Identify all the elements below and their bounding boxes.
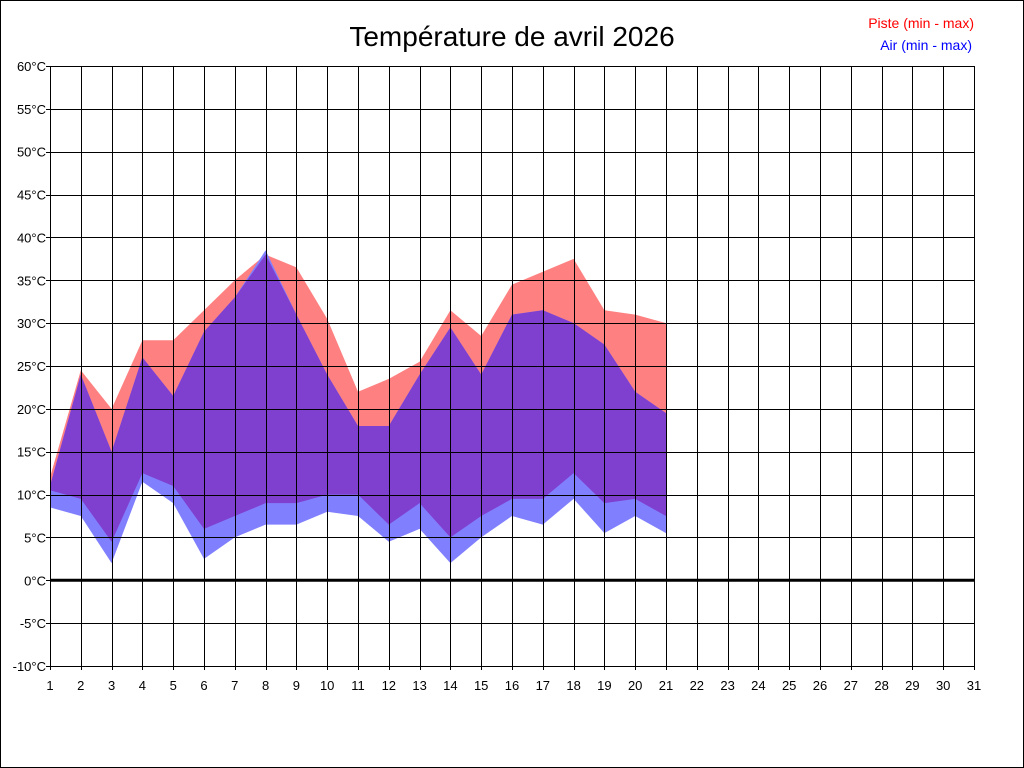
y-tick-label-9: 20°C <box>17 402 46 417</box>
x-tick-label-31: 31 <box>967 678 981 693</box>
y-tick-label-13: 0°C <box>24 573 46 588</box>
chart-title: Température de avril 2026 <box>349 21 674 52</box>
y-tick-label-8: 25°C <box>17 359 46 374</box>
x-tick-label-5: 5 <box>170 678 177 693</box>
x-tick-label-9: 9 <box>293 678 300 693</box>
x-tick-label-18: 18 <box>566 678 580 693</box>
x-tick-label-12: 12 <box>382 678 396 693</box>
y-tick-label-10: 15°C <box>17 445 46 460</box>
x-tick-label-20: 20 <box>628 678 642 693</box>
x-tick-label-4: 4 <box>139 678 146 693</box>
x-tick-label-22: 22 <box>690 678 704 693</box>
x-tick-label-7: 7 <box>231 678 238 693</box>
grid-layer <box>50 66 975 667</box>
x-tick-label-2: 2 <box>77 678 84 693</box>
x-tick-label-19: 19 <box>597 678 611 693</box>
x-tick-label-14: 14 <box>443 678 457 693</box>
y-tick-label-12: 5°C <box>24 530 46 545</box>
x-tick-label-17: 17 <box>536 678 550 693</box>
y-tick-label-15: -10°C <box>13 659 46 674</box>
x-tick-label-25: 25 <box>782 678 796 693</box>
x-tick-label-23: 23 <box>720 678 734 693</box>
x-tick-label-27: 27 <box>844 678 858 693</box>
y-tick-label-6: 35°C <box>17 273 46 288</box>
x-tick-label-10: 10 <box>320 678 334 693</box>
x-tick-label-13: 13 <box>412 678 426 693</box>
x-tick-label-1: 1 <box>46 678 53 693</box>
y-tick-label-5: 40°C <box>17 230 46 245</box>
x-tick-label-6: 6 <box>200 678 207 693</box>
y-tick-label-7: 30°C <box>17 316 46 331</box>
x-tick-label-28: 28 <box>874 678 888 693</box>
y-tick-label-1: 60°C <box>17 59 46 74</box>
x-tick-label-15: 15 <box>474 678 488 693</box>
legend-piste: Piste (min - max) <box>868 15 974 31</box>
y-tick-label-4: 45°C <box>17 188 46 203</box>
y-tick-label-3: 50°C <box>17 145 46 160</box>
x-tick-label-11: 11 <box>351 678 365 693</box>
x-tick-label-21: 21 <box>659 678 673 693</box>
x-tick-label-29: 29 <box>905 678 919 693</box>
x-tick-label-16: 16 <box>505 678 519 693</box>
y-tick-label-11: 10°C <box>17 488 46 503</box>
x-tick-label-24: 24 <box>751 678 765 693</box>
label-layer: 1 2 3 4 5 6 7 8 9 10 11 12 13 14 15 16 17 18 19 20 21 22 23 24 2… <box>13 59 982 693</box>
x-tick-label-8: 8 <box>262 678 269 693</box>
x-tick-label-30: 30 <box>936 678 950 693</box>
axis-layer <box>46 66 975 670</box>
y-tick-label-2: 55°C <box>17 102 46 117</box>
x-tick-label-26: 26 <box>813 678 827 693</box>
x-tick-label-3: 3 <box>108 678 115 693</box>
legend-air: Air (min - max) <box>880 37 972 53</box>
y-tick-label-14: -5°C <box>20 616 46 631</box>
